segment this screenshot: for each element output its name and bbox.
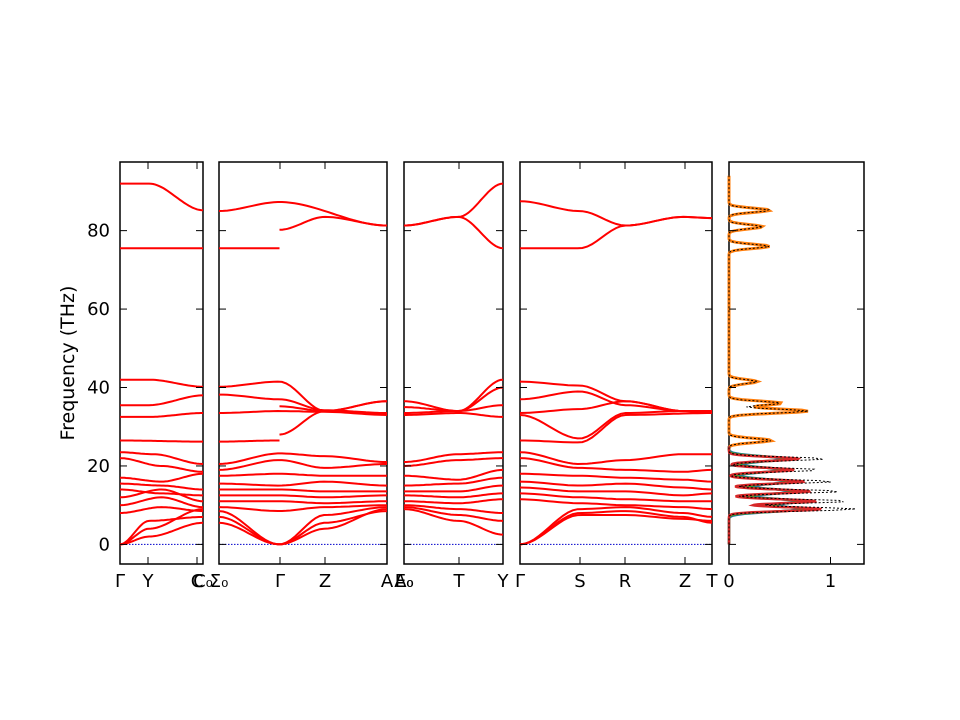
band-line — [120, 488, 203, 503]
band-line — [120, 394, 203, 407]
dos-x-tick-label: 1 — [825, 571, 836, 592]
band-panel-2-frame — [218, 161, 388, 565]
band-line — [119, 508, 204, 546]
band-line — [218, 504, 387, 512]
x-tick-label: Σ₀ — [210, 571, 229, 592]
band-line — [219, 480, 388, 487]
x-tick-label: Z — [319, 571, 331, 592]
x-tick-label: E₀ — [395, 571, 414, 592]
x-tick-label: Y — [142, 571, 155, 592]
x-tick-label: Γ — [275, 571, 285, 592]
band-line — [119, 496, 203, 509]
x-tick-label: T — [706, 571, 719, 592]
band-line — [404, 484, 503, 493]
band-line — [404, 492, 503, 499]
band-panel-4-frame — [519, 161, 713, 565]
band-line — [404, 451, 503, 463]
band-line — [520, 215, 713, 250]
y-tick-label: 0 — [99, 534, 110, 555]
band-line — [218, 506, 388, 546]
band-line — [403, 506, 504, 522]
band-line — [519, 506, 713, 546]
band-panel-3-frame — [403, 161, 504, 565]
band-line — [404, 468, 504, 481]
band-line — [519, 451, 712, 466]
band-line — [120, 472, 204, 483]
band-line — [519, 457, 713, 473]
x-tick-label: Z — [679, 571, 691, 592]
x-tick-label: C₀ — [193, 571, 213, 592]
band-line — [520, 472, 713, 483]
band-line — [519, 409, 713, 440]
y-tick-label: 60 — [87, 299, 110, 320]
y-tick-label: 20 — [87, 456, 110, 477]
band-line — [120, 439, 203, 443]
band-line — [219, 393, 387, 414]
band-line — [219, 494, 387, 499]
band-line — [404, 504, 503, 514]
band-line — [519, 480, 713, 491]
band-line — [218, 459, 387, 471]
band-line — [218, 508, 388, 546]
x-tick-label: Γ — [515, 571, 525, 592]
band-line — [218, 452, 387, 465]
x-tick-label: Y — [497, 571, 510, 592]
band-line — [519, 514, 713, 546]
band-line — [120, 451, 204, 465]
band-line — [120, 506, 204, 514]
band-line — [120, 412, 203, 418]
x-tick-label: C — [191, 571, 204, 592]
band-line — [403, 508, 504, 536]
band-line — [404, 215, 504, 250]
band-line — [120, 182, 204, 212]
band-line — [404, 412, 503, 418]
band-line — [519, 492, 712, 503]
x-tick-label: Γ — [115, 571, 125, 592]
band-line — [218, 510, 388, 546]
x-tick-label: S — [574, 571, 585, 592]
band-line — [218, 472, 387, 477]
band-line — [403, 457, 503, 467]
band-line — [403, 476, 504, 487]
x-tick-label: R — [619, 571, 632, 592]
band-line — [279, 215, 387, 231]
dos-x-tick-label: 0 — [723, 571, 734, 592]
band-line — [119, 457, 203, 473]
x-tick-label: T — [453, 571, 466, 592]
band-line — [219, 500, 388, 505]
band-line — [519, 498, 713, 511]
band-line — [119, 515, 204, 546]
band-line — [404, 404, 503, 414]
band-line — [119, 521, 204, 546]
band-line — [520, 412, 712, 444]
dos-total-curve — [728, 175, 856, 545]
band-line — [120, 482, 203, 491]
band-line — [219, 439, 280, 443]
band-line — [403, 498, 503, 505]
band-line — [120, 378, 203, 388]
x-tick-label: A₀ — [394, 571, 414, 592]
y-tick-label: 40 — [87, 378, 110, 399]
band-line — [519, 486, 713, 497]
band-line — [120, 488, 203, 497]
y-axis-label: Frequency (THz) — [57, 286, 79, 441]
band-panel-1-frame — [119, 161, 204, 565]
band-line — [219, 488, 387, 493]
y-tick-label: 80 — [87, 221, 110, 242]
x-tick-label: A — [381, 571, 394, 592]
band-line — [279, 409, 387, 436]
